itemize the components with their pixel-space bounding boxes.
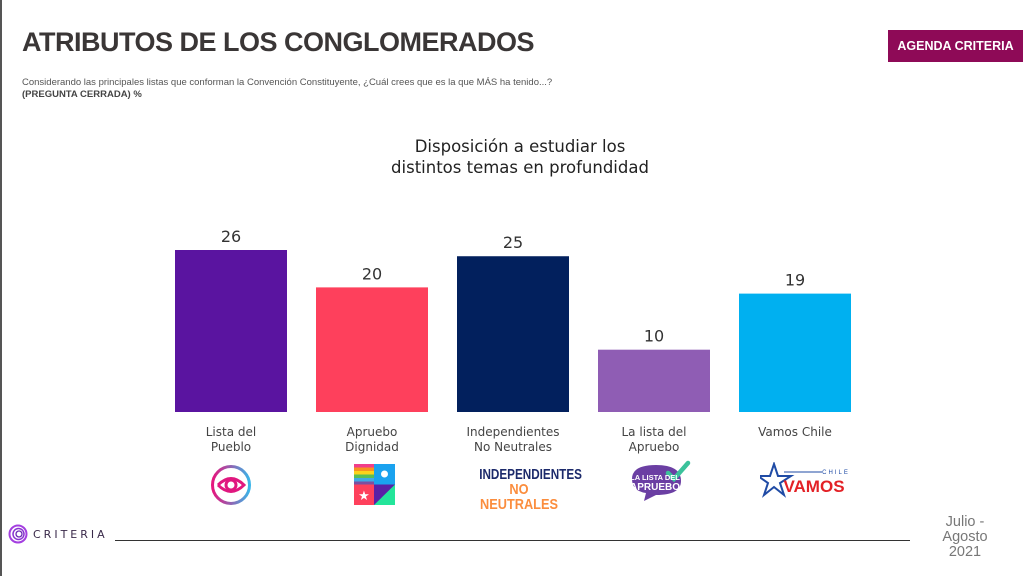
apruebo-dignidad-logo-icon: ★: [354, 464, 395, 505]
lista-del-pueblo-logo-icon: [211, 465, 251, 505]
category-label-line: Vamos Chile: [758, 425, 832, 439]
left-border: [0, 0, 2, 576]
vamos-logo-small-text: CHILE: [822, 470, 850, 476]
category-label-line: Lista del: [205, 425, 257, 439]
question-type: (PREGUNTA CERRADA) %: [22, 89, 142, 100]
chart-title-line-2: distintos temas en profundidad: [391, 158, 649, 177]
category-label-line: Dignidad: [345, 440, 399, 454]
category-label-line: Apruebo: [628, 440, 680, 454]
chart-title-line-1: Disposición a estudiar los: [414, 137, 626, 156]
category-label-4: Vamos Chile: [725, 425, 865, 440]
category-label-0: Lista del Pueblo: [161, 425, 301, 455]
criteria-brand-text: CRITERIA: [33, 527, 108, 541]
category-label-line: No Neutrales: [473, 440, 553, 454]
independientes-logo: INDEPENDIENTES NO NEUTRALES: [468, 466, 582, 513]
bar-value-label-2: 25: [503, 233, 523, 252]
bar-2: [457, 256, 569, 412]
criteria-logo-icon: [8, 524, 28, 544]
question: Considerando las principales listas que …: [22, 77, 553, 88]
date-line-3: 2021: [948, 544, 982, 560]
date-line-2: Agosto: [942, 529, 988, 545]
vamos-logo-main-text: VAMOS: [783, 477, 844, 496]
category-label-2: Independientes No Neutrales: [443, 425, 583, 455]
criteria-brand: CRITERIA: [8, 524, 108, 544]
category-label-3: La lista del Apruebo: [584, 425, 724, 455]
date-line-1: Julio -: [945, 514, 985, 530]
bar-value-label-0: 26: [221, 227, 241, 246]
bar-value-label-3: 10: [644, 327, 664, 346]
agenda-criteria-badge: AGENDA CRITERIA: [888, 30, 1023, 62]
page-title: ATRIBUTOS DE LOS CONGLOMERADOS: [22, 27, 535, 57]
lista-del-apruebo-logo-icon: LA LISTA DEL APRUEBO: [630, 460, 691, 501]
footer-divider: [115, 540, 910, 541]
bar-value-label-4: 19: [785, 271, 805, 290]
lista-apruebo-logo-line-2: APRUEBO: [630, 482, 680, 493]
bar-value-label-1: 20: [362, 264, 382, 283]
category-label-1: Apruebo Dignidad: [302, 425, 442, 455]
category-label-line: Pueblo: [210, 440, 252, 454]
independientes-logo-line-1: INDEPENDIENTES: [479, 466, 582, 483]
category-label-line: La lista del: [621, 425, 687, 439]
svg-text:★: ★: [358, 488, 370, 503]
bar-3: [598, 349, 710, 412]
question-text: Considerando las principales listas que …: [22, 77, 552, 101]
bar-0: [175, 250, 287, 412]
independientes-logo-line-2: NO NEUTRALES: [480, 481, 558, 513]
lista-apruebo-logo-line-1: LA LISTA DEL: [630, 473, 680, 482]
date-label: Julio - Agosto 2021: [925, 515, 1005, 560]
category-label-line: Independientes: [466, 425, 560, 439]
bar-4: [739, 293, 851, 412]
category-label-line: Apruebo: [346, 425, 398, 439]
chart-title: Disposición a estudiar los distintos tem…: [320, 136, 720, 178]
vamos-chile-logo-icon: CHILE VAMOS: [760, 462, 850, 498]
bar-1: [316, 287, 428, 412]
